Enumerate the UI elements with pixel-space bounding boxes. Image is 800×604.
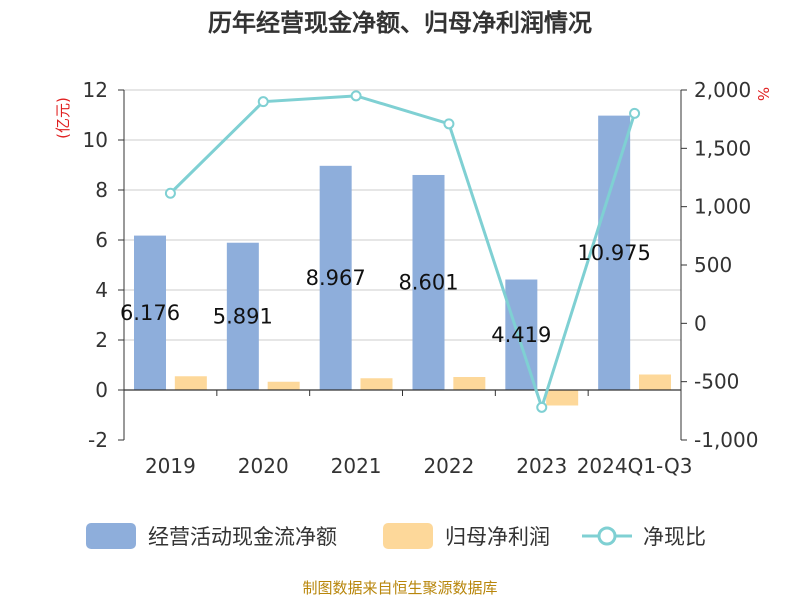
left-axis-unit: (亿元) [54, 97, 72, 139]
bar-netprofit [174, 376, 207, 390]
right-tick-label: 1,500 [694, 136, 751, 160]
ratio-point [257, 96, 269, 108]
bar-cashflow [134, 235, 166, 390]
x-tick-label: 2019 [145, 454, 196, 478]
left-tick-label: 12 [83, 78, 108, 102]
legend-item-netprofit[interactable]: 归母净利润 [383, 523, 550, 549]
legend-item-cashflow[interactable]: 经营活动现金流净额 [86, 523, 337, 549]
x-tick-label: 2023 [516, 454, 567, 478]
gridlines [124, 89, 681, 341]
legend-label-netprofit: 归母净利润 [445, 525, 550, 549]
data-label-cashflow: 8.967 [306, 266, 366, 290]
legend[interactable]: 经营活动现金流净额 归母净利润 净现比 [86, 523, 706, 549]
data-label-cashflow: 10.975 [577, 241, 650, 265]
data-source: 制图数据来自恒生聚源数据库 [302, 579, 497, 597]
bar-cashflow [598, 115, 631, 390]
ratio-line [164, 90, 641, 413]
legend-item-ratio[interactable]: 净现比 [582, 525, 706, 549]
x-tick-label: 2021 [331, 454, 382, 478]
right-tick-label: -500 [694, 370, 739, 394]
legend-swatch-netprofit [383, 523, 433, 549]
x-tick-label: 2020 [238, 454, 289, 478]
left-tick-label: 0 [95, 378, 108, 402]
right-tick-label: 500 [694, 253, 732, 277]
bar-netprofit [546, 390, 579, 406]
ratio-line-path [169, 94, 637, 413]
bar-netprofit [360, 378, 393, 390]
right-tick-label: 2,000 [694, 78, 751, 102]
right-tick-label: 0 [694, 311, 707, 335]
data-label-cashflow: 8.601 [398, 270, 458, 294]
legend-swatch-ratio-marker [597, 526, 617, 546]
left-tick-label: -2 [88, 428, 108, 452]
left-tick-label: 8 [95, 178, 108, 202]
left-tick-label: 10 [83, 128, 108, 152]
x-tick-label: 2022 [423, 454, 474, 478]
bar-cashflow [319, 165, 352, 390]
bar-netprofit [639, 374, 671, 390]
left-tick-label: 6 [95, 228, 108, 252]
right-tick-label: -1,000 [694, 428, 758, 452]
ratio-point [164, 187, 176, 199]
bar-cashflow [505, 279, 538, 390]
bar-netprofit [267, 381, 300, 390]
right-axis-unit: % [754, 87, 772, 101]
ratio-point [536, 401, 548, 413]
chart-title: 历年经营现金净额、归母净利润情况 [208, 9, 592, 37]
bar-cashflow [226, 242, 259, 390]
axes [118, 89, 687, 441]
right-tick-label: 1,000 [694, 195, 751, 219]
ratio-point [350, 90, 362, 102]
ratio-point [629, 107, 641, 119]
tick-labels: 12 10 8 6 4 2 0 -2 2,000 1,500 1,000 500 0 -500 -1,000… [83, 78, 759, 478]
ratio-point [443, 118, 455, 130]
legend-label-ratio: 净现比 [643, 525, 706, 549]
x-tick-label: 2024Q1-Q3 [577, 454, 693, 478]
legend-swatch-cashflow [86, 523, 136, 549]
legend-label-cashflow: 经营活动现金流净额 [148, 525, 337, 549]
data-label-cashflow: 6.176 [120, 301, 180, 325]
bars [134, 115, 671, 406]
left-tick-label: 2 [95, 328, 108, 352]
left-tick-label: 4 [95, 278, 108, 302]
data-labels: 6.176 5.891 8.967 8.601 4.419 10.975 [120, 241, 651, 347]
bar-cashflow [412, 174, 445, 390]
data-label-cashflow: 5.891 [213, 304, 273, 328]
bar-netprofit [453, 377, 486, 390]
data-label-cashflow: 4.419 [491, 323, 551, 347]
